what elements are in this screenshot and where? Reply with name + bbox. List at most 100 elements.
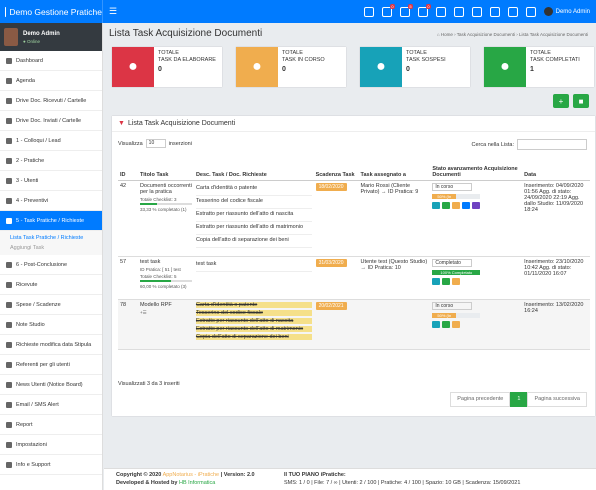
deadline-badge: 20/02/2021 [315,301,347,310]
user-icon[interactable] [489,6,500,17]
eye-icon[interactable] [432,201,441,209]
online-status-label: Online [26,38,40,44]
cell-id: 57 [118,256,138,300]
developer-company[interactable]: HB Informatica [178,480,216,486]
signal-icon[interactable] [363,6,374,17]
sidebar-item[interactable]: 2 - Pratiche [0,151,102,171]
column-header[interactable]: Desc. Task / Doc. Richieste [193,156,314,181]
column-header[interactable]: Titolo Task [137,156,194,181]
sidebar-item[interactable]: Ricevute [0,275,102,295]
cell-deadline: 31/03/2020 [313,256,359,300]
calendar-check-icon[interactable] [453,6,464,17]
sidebar-item[interactable]: Drive Doc. Ricevuti / Cartelle [0,91,102,111]
calendar-icon[interactable] [471,6,482,17]
calendar-icon[interactable] [435,6,446,17]
search-input[interactable] [517,139,587,150]
submenu-item-list-tasks[interactable]: Lista Task Pratiche / Richieste [10,235,84,241]
sidebar-item[interactable]: 1 - Colloqui / Lead [0,131,102,151]
sidebar-item[interactable]: Spese / Scadenze [0,295,102,315]
check-icon[interactable] [442,320,451,328]
menu-toggle-icon[interactable]: ☰ [109,6,118,16]
column-header[interactable]: Task assegnato a [358,156,431,181]
status-select[interactable]: In corso [432,301,473,310]
column-header[interactable]: Stato avanzamento Acquisizione Documenti [430,156,523,181]
cell-docs: Carta d'identità o patente Tesserino del … [193,299,314,350]
euro-icon [6,197,12,204]
eye-icon[interactable] [432,320,441,328]
prev-page-button[interactable]: Pagina precedente [450,392,511,407]
column-header[interactable]: Data [522,156,590,181]
length-control: Visualizza 10 inserzioni [118,139,192,148]
question-circle-icon[interactable] [525,6,536,17]
check-icon[interactable] [442,277,451,285]
add-checklist-button[interactable]: +☰ [139,309,147,315]
receipt-icon [6,281,12,288]
calendar-icon [6,341,12,348]
task-title[interactable]: test task [139,258,161,265]
sidebar-item[interactable]: Referenti per gli utenti [0,355,102,375]
sidebar-item[interactable]: 4 - Preventivi [0,191,102,211]
envelope-icon [6,401,12,408]
add-button[interactable]: + [553,94,569,108]
task-title[interactable]: Documenti occorrenti per la pratica [139,182,192,195]
sidebar-item[interactable]: 3 - Utenti [0,171,102,191]
checklist-bar-fill [139,279,172,282]
cell-status: In corso 50% (In corso) [430,299,523,350]
check-icon[interactable] [442,201,451,209]
eye-slash-icon[interactable]: 0 [381,3,395,17]
pencil-icon[interactable] [452,201,461,209]
eye-icon[interactable] [432,277,441,285]
comments-icon [6,137,12,144]
brand[interactable]: Demo Gestione Pratiche [0,0,103,23]
pencil-icon[interactable] [452,320,461,328]
info-boxes: ● TOTALE TASK DA ELABORARE 0 ● TOTALE TASK IN … [112,47,594,87]
sidebar-item[interactable]: Report [0,415,102,435]
car-icon[interactable]: ■ [573,94,589,108]
sidebar-item[interactable]: Drive Doc. Inviati / Cartelle [0,111,102,131]
sidebar: Demo Admin ● Online Dashboard Agenda Drive… [0,23,103,490]
column-header[interactable]: ID [118,156,138,181]
sidebar-item[interactable]: Impostazioni [0,435,102,455]
doc-item: Carta d'identità o patente [195,301,312,308]
sidebar-item[interactable]: 5 - Task Pratiche / Richieste [0,211,102,231]
info-box-text: TOTALE TASK COMPLETATI 1 [526,47,584,87]
submenu-item-add-task[interactable]: Aggiungi Task [10,245,45,251]
cell-assignee [358,299,431,350]
cell-date: Inserimento: 23/10/2020 10:42 Agg. di st… [522,256,590,300]
upload-icon[interactable] [462,201,471,209]
calendar-alt-icon[interactable] [507,6,518,17]
sidebar-item-label: Ricevute [16,281,38,288]
current-page-button[interactable]: 1 [510,392,528,407]
sidebar-item[interactable]: Info e Support [0,455,102,475]
column-header[interactable]: Scadenza Task [313,156,359,181]
sidebar-item[interactable]: Email / SMS Alert [0,395,102,415]
sidebar-item[interactable]: Dashboard [0,51,102,71]
info-box-text: TOTALE TASK SOSPESI 0 [402,47,450,87]
pencil-icon[interactable] [452,277,461,285]
checklist-bar [139,279,192,282]
progress-fill: 50% (In corso) [432,193,457,204]
sidebar-item[interactable]: Note Studio [0,315,102,335]
cell-title: test task ID Pratica: [ 51 ] test Totale C… [137,256,194,300]
sidebar-menu: Dashboard Agenda Drive Doc. Ricevuti / Car… [0,51,102,475]
next-page-button[interactable]: Pagina successiva [527,392,587,407]
bell-icon[interactable]: 5 [399,3,413,17]
card-header: ▼ Lista Task Acquisizione Documenti [112,116,595,132]
sidebar-item-label: Email / SMS Alert [16,401,59,408]
sidebar-item[interactable]: 6 - Post-Conclusione [0,255,102,275]
status-select[interactable]: In corso [432,182,473,191]
task-title[interactable]: Modello RPF [139,301,172,308]
sidebar-item[interactable]: Richieste modifica data Stipula [0,335,102,355]
page-length-select[interactable]: 10 [145,139,166,148]
breadcrumb[interactable]: ⌂ Home › Task Acquisizione Documenti › L… [436,32,588,37]
status-select[interactable]: Completato [432,258,473,267]
search-control: Cerca nella Lista: [472,139,587,150]
plan-title: Il TUO PIANO iPratiche: [284,472,346,478]
send-icon[interactable] [472,201,481,209]
comment-icon[interactable]: 0 [417,3,431,17]
file-icon [6,157,12,164]
sidebar-item[interactable]: News Utenti (Notice Board) [0,375,102,395]
user-menu[interactable]: Demo Admin [543,7,590,16]
pratica-ref[interactable]: ID Pratica: [ 51 ] test [139,266,181,272]
sidebar-item[interactable]: Agenda [0,71,102,91]
